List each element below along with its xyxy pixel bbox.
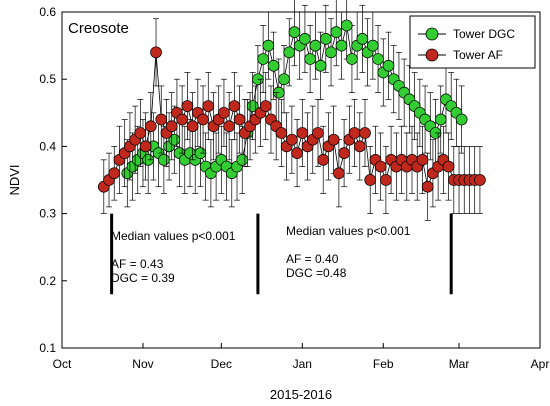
chart-title: Creosote xyxy=(68,20,129,37)
data-point xyxy=(218,106,230,119)
data-point xyxy=(233,113,246,126)
data-point xyxy=(158,153,170,166)
data-point xyxy=(335,39,348,52)
data-point xyxy=(338,147,350,159)
data-point xyxy=(202,100,215,112)
data-point xyxy=(356,33,369,45)
annotations: Median values p<0.001 AF = 0.43 DGC = 0.… xyxy=(111,224,414,285)
x-tick-label: Oct xyxy=(53,357,72,371)
data-point xyxy=(291,147,303,159)
legend-marker-tower-dgc xyxy=(425,27,439,41)
x-tick-label: Jan xyxy=(293,357,312,371)
data-point xyxy=(372,53,384,65)
data-point xyxy=(223,120,236,133)
series-tower-dgc xyxy=(121,0,468,208)
y-tick-label: 0.6 xyxy=(39,5,56,19)
data-point xyxy=(434,113,447,126)
data-point xyxy=(312,127,324,139)
data-point xyxy=(319,33,332,45)
axis-ticks: 0.1 0.2 0.3 0.4 0.5 0.6 Oct Nov Dec Jan Feb Mar Apr xyxy=(39,5,549,371)
data-point xyxy=(474,174,486,186)
data-point xyxy=(150,46,162,59)
period-dividers xyxy=(110,213,453,295)
annotation-line: AF = 0.43 xyxy=(111,257,164,271)
data-point xyxy=(327,133,340,146)
annotation-line: DGC =0.48 xyxy=(286,266,347,280)
data-point xyxy=(304,53,316,65)
data-point xyxy=(236,153,249,166)
data-point xyxy=(359,127,371,139)
data-point xyxy=(366,39,379,52)
series-tower-af xyxy=(97,18,486,221)
data-point xyxy=(228,100,241,112)
x-tick-label: Feb xyxy=(373,357,394,371)
data-point xyxy=(262,39,275,52)
legend-marker-tower-af xyxy=(425,48,439,62)
data-point xyxy=(165,120,178,133)
data-point xyxy=(278,73,290,86)
x-tick-label: Apr xyxy=(531,357,550,371)
data-point xyxy=(197,113,209,126)
data-point xyxy=(380,174,392,186)
x-tick-label: Nov xyxy=(132,357,153,371)
data-point xyxy=(346,53,358,65)
data-point xyxy=(364,174,377,186)
data-point xyxy=(382,59,395,72)
data-point xyxy=(442,160,455,173)
annotation-line: AF = 0.40 xyxy=(286,252,339,266)
data-point xyxy=(455,113,468,126)
y-tick-label: 0.4 xyxy=(39,139,56,153)
y-tick-label: 0.2 xyxy=(39,274,56,288)
data-point xyxy=(374,160,387,173)
annotation-line: Median values p<0.001 xyxy=(111,229,236,243)
data-point xyxy=(296,127,309,139)
data-point xyxy=(155,113,168,126)
data-point xyxy=(299,33,311,45)
y-tick-label: 0.5 xyxy=(39,72,56,86)
legend: Tower DGC Tower AF xyxy=(409,15,536,69)
data-point xyxy=(317,153,330,166)
data-point xyxy=(286,133,298,146)
data-point xyxy=(275,127,288,139)
annotation-period-2: Median values p<0.001 AF = 0.40 DGC =0.4… xyxy=(286,224,414,280)
annotation-line: DGC = 0.39 xyxy=(111,271,175,285)
data-point xyxy=(186,120,199,133)
data-point xyxy=(325,46,337,59)
annotation-line: Median values p<0.001 xyxy=(286,224,411,238)
data-point xyxy=(353,140,366,153)
annotation-period-1: Median values p<0.001 AF = 0.43 DGC = 0.… xyxy=(111,229,239,285)
data-point xyxy=(181,100,194,112)
data-series xyxy=(97,0,486,221)
data-point xyxy=(309,39,322,52)
data-point xyxy=(340,19,353,32)
x-axis-label: 2015-2016 xyxy=(270,387,332,402)
data-point xyxy=(283,46,296,59)
legend-label-tower-af: Tower AF xyxy=(453,48,503,62)
y-tick-label: 0.3 xyxy=(39,207,56,221)
data-point xyxy=(288,26,301,39)
data-point xyxy=(330,26,343,39)
data-point xyxy=(134,127,147,139)
data-point xyxy=(257,53,269,65)
data-point xyxy=(416,153,429,166)
data-point xyxy=(348,127,361,139)
data-point xyxy=(139,140,152,153)
data-point xyxy=(108,167,121,180)
data-point xyxy=(144,120,157,133)
data-point xyxy=(267,59,280,72)
data-point xyxy=(176,113,189,126)
legend-label-tower-dgc: Tower DGC xyxy=(453,27,515,41)
x-tick-label: Dec xyxy=(211,357,232,371)
data-point xyxy=(259,100,272,112)
y-axis-label: NDVI xyxy=(7,164,22,195)
y-tick-label: 0.1 xyxy=(39,341,56,355)
data-point xyxy=(314,59,327,72)
x-tick-label: Mar xyxy=(449,357,470,371)
data-point xyxy=(333,167,345,180)
data-point xyxy=(421,180,434,193)
